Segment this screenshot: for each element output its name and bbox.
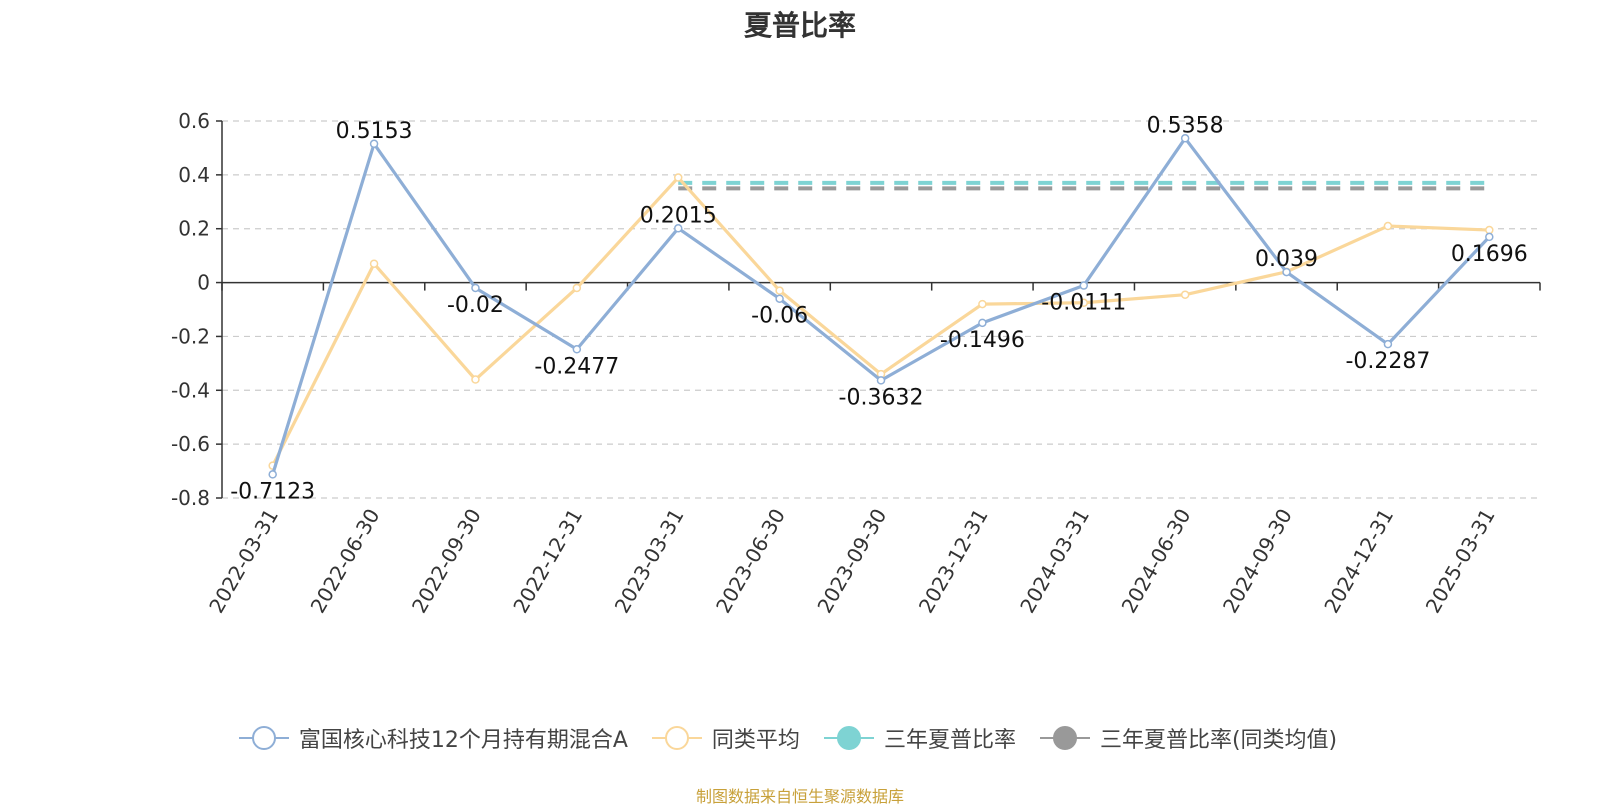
x-tick-label: 2022-03-31: [204, 505, 283, 618]
legend-marker-icon: [1039, 726, 1090, 750]
x-tick-label: 2024-03-31: [1015, 505, 1094, 618]
data-point: [369, 139, 379, 149]
data-label: 0.5358: [1147, 113, 1224, 138]
data-label: -0.2477: [534, 354, 619, 379]
series-line: [271, 175, 1490, 467]
data-point: [572, 283, 582, 293]
x-tick-label: 2023-06-30: [711, 505, 790, 618]
data-point: [1485, 232, 1494, 242]
data-point: [978, 318, 987, 328]
data-point: [369, 259, 379, 268]
legend-marker-icon: [823, 726, 874, 750]
data-point: [1383, 221, 1393, 231]
data-point: [268, 470, 277, 479]
x-tick-label: 2024-12-31: [1319, 505, 1398, 618]
legend-label: 富国核心科技12个月持有期混合A: [298, 728, 628, 753]
data-point: [471, 375, 480, 384]
y-tick-label: 0.4: [178, 163, 210, 187]
y-tick-label: 0.6: [178, 109, 210, 133]
legend-item[interactable]: 富国核心科技12个月持有期混合A: [238, 722, 628, 754]
y-tick-label: -0.4: [171, 378, 210, 402]
legend-marker-icon: [238, 726, 289, 750]
data-point: [978, 299, 987, 309]
x-tick-label: 2023-12-31: [914, 505, 993, 618]
data-point: [775, 286, 784, 295]
data-label: 0.2015: [640, 203, 717, 228]
data-label: -0.3632: [839, 385, 924, 410]
data-point: [775, 294, 784, 303]
y-tick-label: -0.8: [171, 486, 210, 510]
x-tick-label: 2022-12-31: [508, 505, 587, 618]
source-note: 制图数据来自恒生聚源数据库: [695, 787, 904, 806]
data-point: [1383, 339, 1393, 349]
data-point: [1282, 267, 1291, 277]
data-label: -0.1496: [940, 328, 1025, 353]
data-point: [876, 376, 886, 385]
data-point: [572, 345, 582, 354]
x-tick-label: 2024-09-30: [1218, 505, 1297, 618]
data-point: [673, 224, 683, 233]
y-tick-label: -0.6: [171, 432, 210, 456]
x-tick-label: 2023-09-30: [812, 505, 891, 618]
data-label: 0.039: [1255, 247, 1318, 272]
data-point: [1079, 281, 1089, 290]
data-label: 0.1696: [1451, 242, 1528, 267]
legend: 富国核心科技12个月持有期混合A 同类平均 三年夏普比率 三年夏普比率(同类均值): [238, 722, 1361, 754]
x-tick-label: 2022-06-30: [306, 505, 385, 618]
data-point: [1180, 134, 1190, 143]
legend-item[interactable]: 同类平均: [651, 722, 800, 754]
legend-item[interactable]: 三年夏普比率(同类均值): [1039, 722, 1338, 754]
data-point: [1485, 225, 1494, 235]
data-point: [673, 173, 683, 182]
y-tick-label: 0.2: [178, 217, 210, 241]
legend-marker-icon: [651, 726, 702, 750]
y-tick-label: -0.2: [171, 324, 210, 348]
legend-item[interactable]: 三年夏普比率: [823, 722, 1016, 754]
legend-label: 三年夏普比率(同类均值): [1099, 728, 1338, 753]
data-label: -0.7123: [230, 479, 315, 504]
data-label: -0.02: [447, 293, 504, 318]
x-tick-label: 2023-03-31: [610, 505, 689, 618]
legend-label: 三年夏普比率: [883, 728, 1016, 753]
data-label: -0.0111: [1041, 291, 1126, 316]
data-point: [1079, 298, 1089, 308]
data-label: -0.06: [751, 304, 808, 329]
x-tick-label: 2025-03-31: [1421, 505, 1500, 618]
data-label: -0.2287: [1345, 349, 1430, 374]
data-label: 0.5153: [336, 119, 413, 144]
x-tick-label: 2024-06-30: [1117, 505, 1196, 618]
y-tick-label: 0: [197, 271, 210, 295]
chart-title: 夏普比率: [743, 9, 856, 42]
data-point: [1180, 290, 1190, 299]
data-point: [471, 283, 480, 293]
x-tick-label: 2022-09-30: [407, 505, 486, 618]
legend-label: 同类平均: [711, 728, 800, 753]
